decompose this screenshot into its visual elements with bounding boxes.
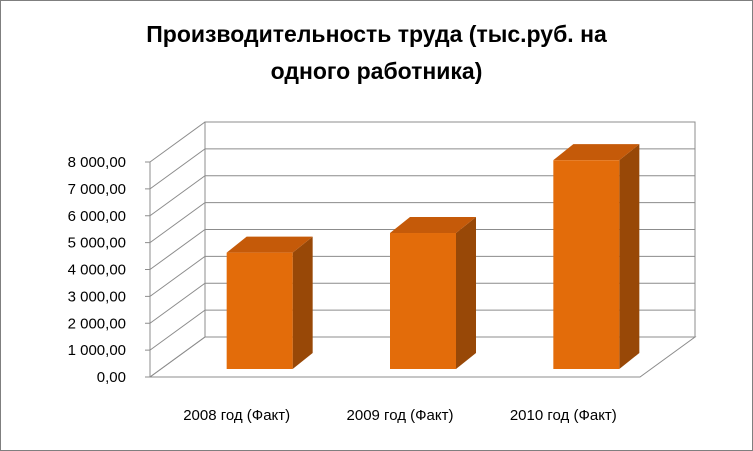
gridline	[149, 202, 695, 244]
y-tick-label: 5 000,00	[68, 235, 126, 252]
bar	[226, 252, 293, 369]
gridline	[149, 282, 695, 324]
gridline	[149, 175, 695, 217]
bar-side	[619, 144, 640, 369]
chart-title-line-2: одного работника)	[270, 58, 483, 84]
gridline	[149, 148, 695, 190]
x-tick-label: 2010 год (Факт)	[510, 407, 617, 424]
gridline	[149, 336, 695, 378]
gridline	[149, 255, 695, 297]
x-tick-label: 2009 год (Факт)	[347, 407, 454, 424]
y-tick-label: 0,00	[97, 369, 126, 386]
bar-side	[456, 217, 476, 369]
y-tick-label: 7 000,00	[68, 181, 126, 198]
y-tick-label: 1 000,00	[68, 342, 126, 359]
bar-top	[553, 144, 640, 161]
bar-top	[390, 217, 476, 234]
gridline	[149, 229, 695, 270]
bar-side	[292, 236, 313, 369]
x-tick-label: 2008 год (Факт)	[183, 407, 290, 424]
bar	[390, 233, 456, 369]
gridline	[149, 309, 695, 351]
y-tick-label: 6 000,00	[68, 208, 126, 225]
y-tick-label: 4 000,00	[68, 262, 126, 279]
y-tick-label: 2 000,00	[68, 315, 126, 332]
chart-title-line-1: Производительность труда (тыс.руб. на	[146, 21, 607, 47]
chart-title: Производительность труда (тыс.руб. на од…	[0, 16, 753, 90]
gridline	[149, 121, 695, 163]
y-tick-label: 3 000,00	[68, 288, 126, 305]
y-tick-label: 8 000,00	[68, 154, 126, 171]
bar	[553, 160, 620, 369]
bar-top	[226, 236, 313, 253]
